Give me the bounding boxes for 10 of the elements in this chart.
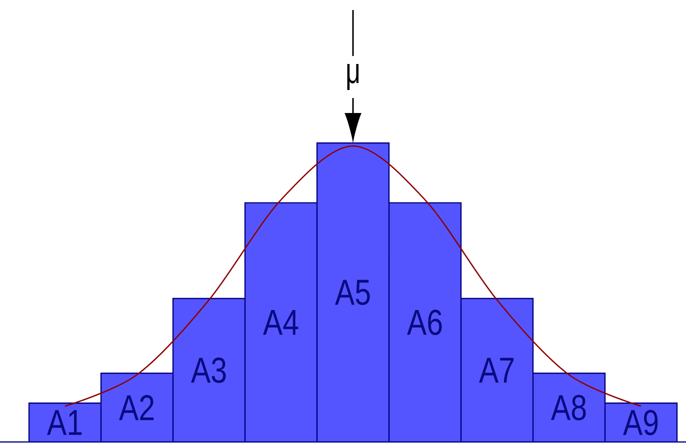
x-tick-label: A2	[119, 395, 154, 420]
x-tick-label: A6	[407, 310, 442, 336]
x-tick-label: A9	[623, 410, 658, 436]
x-tick-label: A3	[191, 357, 226, 383]
annotation: μ	[347, 64, 359, 90]
x-tick-label: A8	[551, 394, 586, 420]
x-tick-label: A4	[263, 310, 298, 335]
x-tick-label: A5	[335, 280, 370, 306]
x-tick-label: A7	[479, 358, 514, 383]
x-tick-label: A1	[47, 410, 82, 435]
